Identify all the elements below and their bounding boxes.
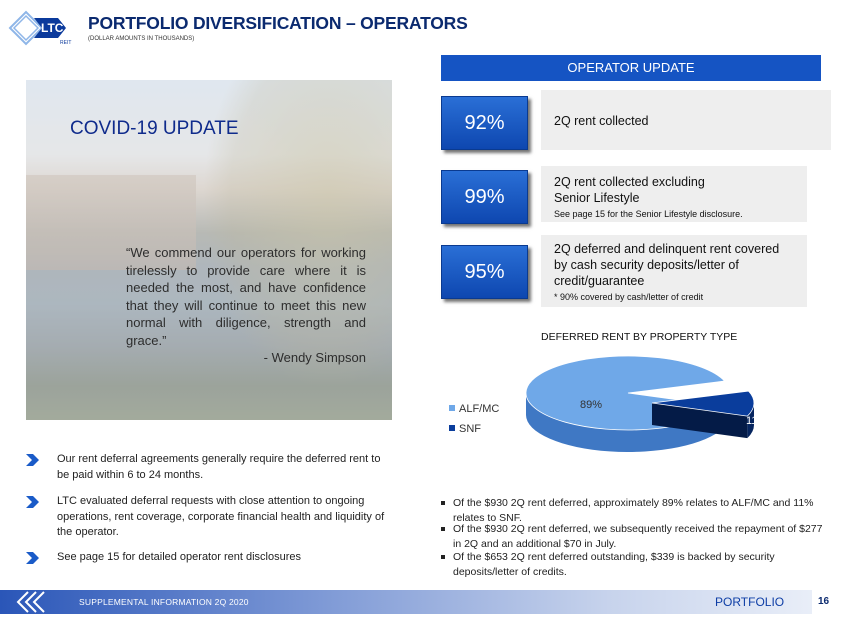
pie-slice-snf [651,390,755,417]
covid-update-title: COVID-19 UPDATE [70,118,239,139]
operator-item-2-line1: 2Q rent collected excluding [554,175,705,189]
legend-swatch-snf [449,425,455,431]
bullet-square-icon [441,501,445,505]
deferred-rent-pie-chart: 89% 11% [525,355,767,452]
legend-swatch-alf [449,405,455,411]
chevron-right-icon [26,496,39,508]
operator-update-header: OPERATOR UPDATE [441,55,821,81]
footer-chevrons-icon [16,591,45,613]
legend-label-snf: SNF [459,423,481,435]
page-title: PORTFOLIO DIVERSIFICATION – OPERATORS [88,13,468,33]
chart-title: DEFERRED RENT BY PROPERTY TYPE [541,331,738,343]
pie-label-alf: 89% [580,399,602,411]
quote-text: “We commend our operators for working ti… [126,245,366,348]
right-bullet-text: Of the $930 2Q rent deferred, we subsequ… [453,523,823,550]
operator-item-1-pct: 92% [441,96,528,150]
legend-label-alf: ALF/MC [459,403,500,415]
operator-item-2-pct: 99% [441,170,528,224]
left-bullet-text: See page 15 for detailed operator rent d… [57,551,301,563]
bullet-square-icon [441,555,445,559]
pie-label-snf: 11% [746,415,767,427]
background-photo [26,80,392,420]
operator-item-2-line2: Senior Lifestyle [554,191,640,205]
left-bullet-text: LTC evaluated deferral requests with clo… [57,495,385,538]
operator-item-3-box [541,235,807,307]
pie-wall-snf [747,403,754,439]
operator-item-3-note: * 90% covered by cash/letter of credit [554,292,704,302]
footer: SUPPLEMENTAL INFORMATION 2Q 2020 PORTFOL… [0,590,850,619]
operator-item-2-box [541,166,807,222]
ltc-logo: LTC REIT [8,10,71,46]
operator-item-3-line1: 2Q deferred and delinquent rent covered [554,242,780,256]
footer-band [0,590,812,614]
photo-veil [26,80,392,420]
operator-item-3-pct: 95% [441,245,528,299]
logo-text: LTC [41,21,64,35]
chevron-right-icon [26,454,39,466]
right-bullet-text: Of the $653 2Q rent deferred outstanding… [453,551,775,578]
operator-item-3-text: 2Q deferred and delinquent rent covered … [554,241,779,305]
page-subtitle: (DOLLAR AMOUNTS IN THOUSANDS) [88,36,195,42]
operator-item-3-line3: credit/guarantee [554,274,645,288]
chevron-right-icon [26,552,39,564]
tree-foliage [202,80,392,390]
building-silhouette [26,175,196,270]
footer-section: PORTFOLIO [715,595,785,609]
logo-sub: REIT [60,40,71,46]
operator-item-2-text: 2Q rent collected excluding Senior Lifes… [554,174,743,222]
pie-cut-face-snf [652,403,748,439]
operator-item-3-line2: by cash security deposits/letter of [554,258,739,272]
page-number: 16 [818,596,830,607]
operator-item-1-text: 2Q rent collected [554,114,649,128]
quote-author: - Wendy Simpson [263,350,366,365]
pie-wall-alfmc [526,393,724,452]
legend-item-alf: ALF/MC [449,403,499,415]
operator-item-1-box [541,90,831,150]
bullet-square-icon [441,527,445,531]
left-bullet-text: Our rent deferral agreements generally r… [57,453,381,481]
legend-item-snf: SNF [449,423,481,435]
operator-item-2-note: See page 15 for the Senior Lifestyle dis… [554,209,743,219]
right-bullet-text: Of the $930 2Q rent deferred, approximat… [453,497,814,524]
footer-supplemental: SUPPLEMENTAL INFORMATION 2Q 2020 [79,597,249,607]
